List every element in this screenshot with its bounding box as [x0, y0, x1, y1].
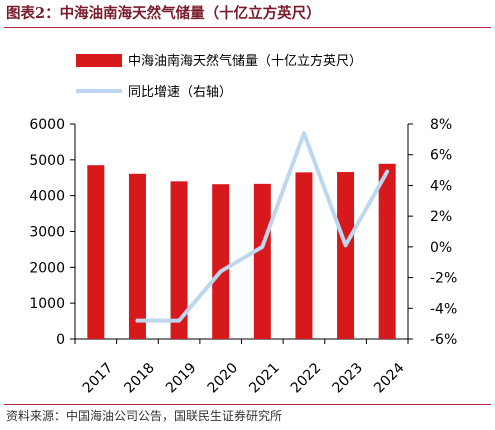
bar — [87, 165, 105, 339]
combo-chart: 中海油南海天然气储量（十亿立方英尺） 同比增速（右轴） 0 1000 2000 300… — [29, 53, 457, 397]
source-note: 资料来源：中国海油公司公告，国联民生证券研究所 — [6, 409, 283, 423]
growth-line — [135, 131, 390, 323]
right-axis-tick-label: -2% — [430, 271, 457, 287]
legend: 中海油南海天然气储量（十亿立方英尺） 同比增速（右轴） — [76, 53, 362, 100]
legend-label-line: 同比增速（右轴） — [128, 85, 232, 100]
bar-series — [87, 163, 396, 339]
x-axis-tick-label: 2017 — [80, 360, 117, 397]
x-axis-tick-label: 2018 — [121, 360, 158, 397]
left-axis-tick-label: 1000 — [29, 296, 65, 312]
bar — [378, 163, 396, 339]
x-axis-tick-label: 2020 — [205, 360, 242, 397]
right-axis-tick-label: 2% — [430, 209, 452, 225]
left-axis-tick-label: 4000 — [29, 189, 65, 205]
bar — [170, 181, 188, 339]
x-axis-tick-label: 2024 — [371, 360, 408, 397]
bar — [253, 183, 271, 339]
left-axis-tick-label: 2000 — [29, 260, 65, 276]
right-axis-tick-label: -4% — [430, 301, 457, 317]
bar — [295, 172, 313, 339]
right-axis-tick-label: -6% — [430, 332, 457, 348]
x-axis-tick-label: 2023 — [329, 360, 366, 397]
bar — [337, 172, 355, 339]
right-axis-tick-label: 6% — [430, 148, 452, 164]
x-axis-tick-label: 2022 — [288, 360, 325, 397]
title-divider — [4, 27, 491, 28]
left-axis-tick-label: 6000 — [29, 117, 65, 133]
chart-title: 图表2：中海油南海天然气储量（十亿立方英尺） — [6, 5, 321, 22]
line-series — [135, 131, 390, 323]
bar — [212, 184, 230, 339]
right-axis-tick-label: 0% — [430, 240, 452, 256]
source-divider — [4, 404, 491, 405]
right-axis-tick-label: 8% — [430, 117, 452, 133]
legend-swatch-bar — [76, 54, 122, 67]
legend-label-bar: 中海油南海天然气储量（十亿立方英尺） — [128, 53, 362, 69]
x-axis-tick-label: 2021 — [246, 360, 283, 397]
right-axis-tick-label: 4% — [430, 178, 452, 194]
left-axis-tick-label: 0 — [56, 332, 65, 348]
x-axis-tick-label: 2019 — [163, 360, 200, 397]
left-axis-tick-label: 3000 — [29, 225, 65, 241]
bar — [128, 173, 146, 339]
left-axis-tick-label: 5000 — [29, 153, 65, 169]
